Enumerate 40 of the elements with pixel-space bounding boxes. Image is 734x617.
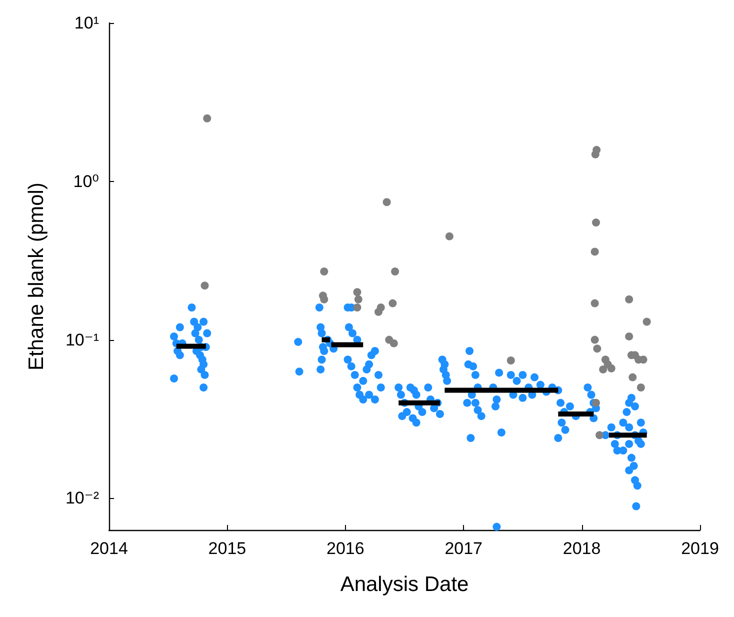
y-tick-label: 10¹ bbox=[74, 14, 100, 32]
point bbox=[636, 383, 645, 392]
point bbox=[607, 364, 616, 372]
point bbox=[593, 344, 602, 353]
point bbox=[642, 318, 651, 326]
x-tick-label: 2016 bbox=[326, 539, 364, 558]
point bbox=[382, 198, 391, 206]
point bbox=[320, 295, 328, 304]
point bbox=[506, 356, 515, 365]
point bbox=[628, 373, 637, 382]
x-tick-label: 2014 bbox=[90, 539, 128, 558]
point bbox=[625, 332, 634, 340]
point bbox=[391, 267, 400, 276]
x-tick-label: 2018 bbox=[562, 539, 601, 558]
point bbox=[590, 336, 599, 344]
x-tick-label: 2015 bbox=[208, 539, 246, 558]
point bbox=[374, 308, 382, 316]
x-tick-label: 2019 bbox=[681, 539, 719, 558]
point bbox=[590, 299, 599, 308]
point bbox=[596, 431, 604, 440]
x-tick-label: 2017 bbox=[444, 539, 483, 558]
y-axis-title: Ethane blank (pmol) bbox=[25, 182, 48, 370]
point bbox=[388, 299, 397, 308]
point bbox=[625, 295, 634, 304]
point bbox=[353, 303, 362, 312]
point bbox=[592, 218, 600, 227]
point bbox=[590, 248, 599, 256]
point bbox=[203, 114, 212, 122]
y-tick-label: 10⁻¹ bbox=[65, 330, 100, 350]
point bbox=[591, 150, 600, 158]
point bbox=[353, 288, 362, 296]
y-tick-label: 10⁻² bbox=[65, 488, 100, 508]
point bbox=[390, 339, 398, 348]
point bbox=[445, 232, 454, 240]
point bbox=[354, 295, 362, 304]
x-axis-title: Analysis Date bbox=[340, 573, 469, 596]
y-tick-label: 10⁰ bbox=[73, 172, 100, 191]
point bbox=[320, 267, 328, 276]
point bbox=[599, 365, 608, 374]
point bbox=[200, 282, 209, 290]
